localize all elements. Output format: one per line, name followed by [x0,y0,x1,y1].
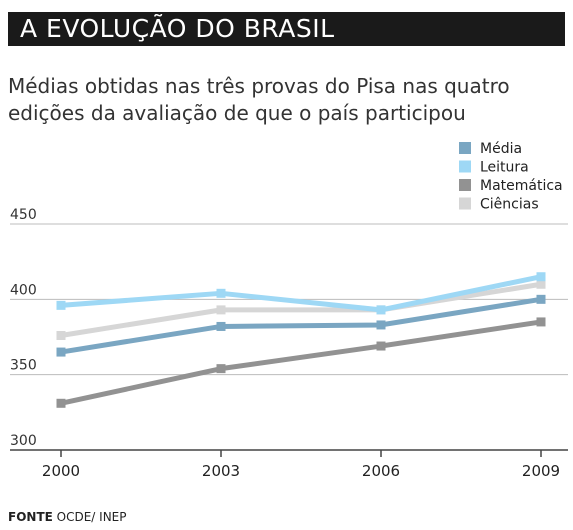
x-tick-label: 2003 [202,462,240,480]
y-tick-label: 450 [10,207,37,223]
data-point [216,305,226,315]
axes: 300 350 400 450 2000 2003 2006 2009 [10,207,560,480]
data-point [56,398,66,408]
series-line-ciências [60,281,542,338]
data-point [216,321,226,331]
source-label: FONTE [8,510,53,524]
data-point [56,347,66,357]
series-line-média [60,296,542,355]
title-bar: A EVOLUÇÃO DO BRASIL [8,12,565,46]
series-line-matemática [60,319,542,406]
source-note: FONTE OCDE/ INEP [8,510,127,524]
x-tick-label: 2006 [362,462,400,480]
data-point [536,317,546,327]
legend-label: Matemática [480,178,563,194]
legend-swatch [459,179,471,191]
chart-subtitle: Médias obtidas nas três provas do Pisa n… [8,74,510,125]
data-point [216,288,226,298]
source-text: OCDE/ INEP [56,510,127,524]
data-point [56,300,66,310]
data-point [216,364,226,374]
y-tick-label: 350 [10,358,37,374]
data-point [536,294,546,304]
series-lines [56,272,546,408]
data-point [536,279,546,289]
data-point [376,305,386,315]
legend: Média Leitura Matemática Ciências [459,141,563,213]
x-tick-label: 2000 [42,462,80,480]
data-point [56,330,66,340]
x-tick-label: 2009 [522,462,560,480]
legend-label: Ciências [480,197,539,213]
data-point [536,272,546,282]
series-line-leitura [60,274,542,313]
legend-label: Média [480,141,522,157]
legend-swatch [459,160,471,173]
y-tick-label: 300 [10,433,37,449]
data-point [376,341,386,351]
legend-label: Leitura [480,160,529,176]
legend-swatch [459,197,471,210]
grid-lines [10,223,568,451]
chart-title: A EVOLUÇÃO DO BRASIL [20,14,335,43]
y-tick-label: 400 [10,282,37,298]
legend-swatch [459,142,471,154]
data-point [376,320,386,330]
line-chart: 300 350 400 450 2000 2003 2006 2009 Média Leitur… [10,141,568,480]
